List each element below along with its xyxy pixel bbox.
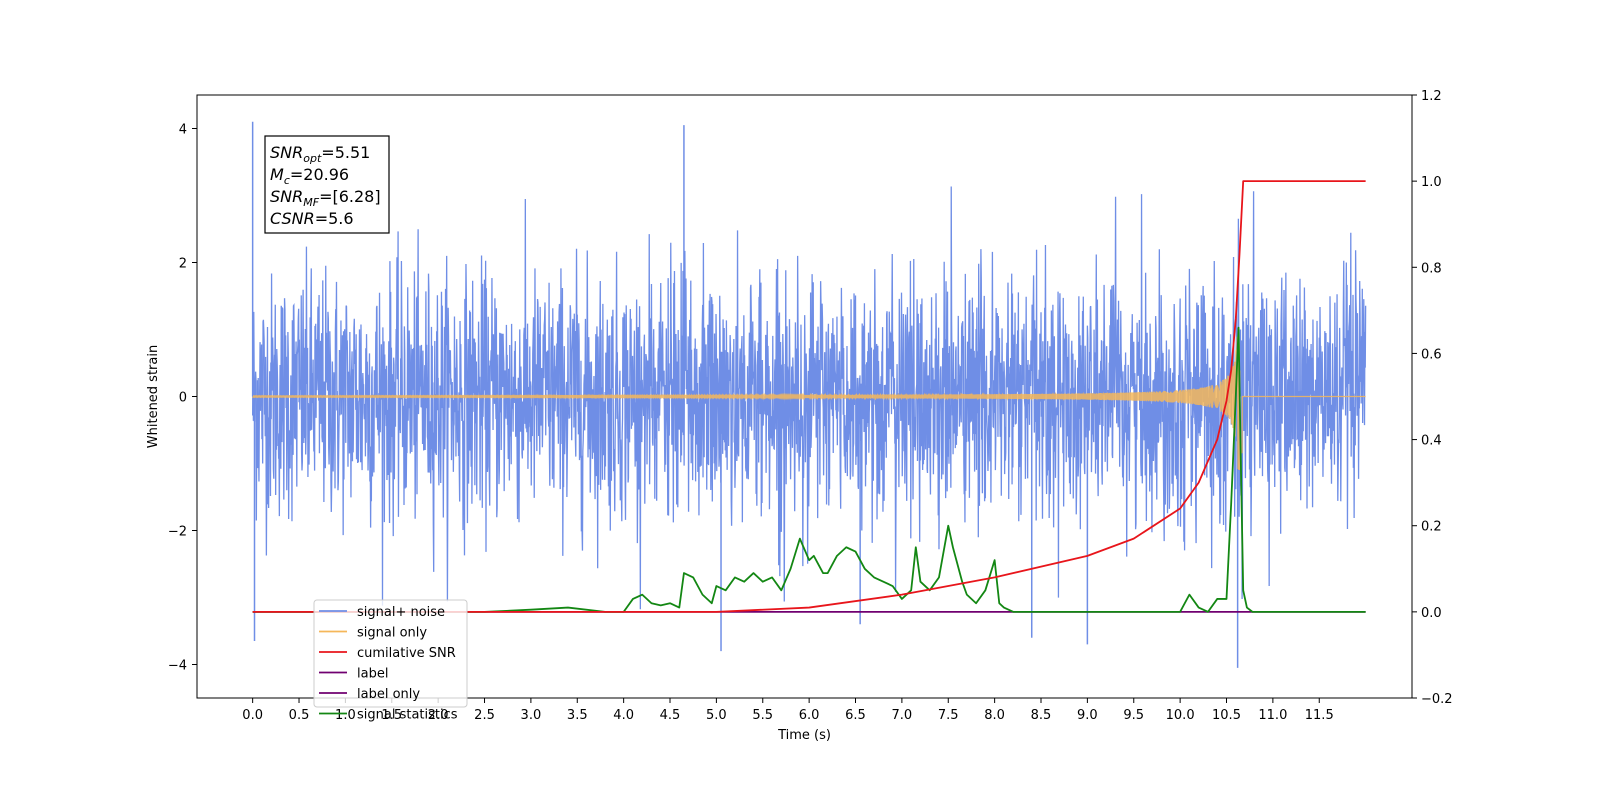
x-tick-label: 2.5 <box>474 708 495 723</box>
legend-entry-label: label only <box>357 687 420 702</box>
y-right-tick-label: 1.0 <box>1421 175 1442 190</box>
y-right-tick-label: −0.2 <box>1421 692 1453 707</box>
series-signal-only-line <box>252 334 1366 471</box>
y-axis-right: −0.2 0.0 0.2 0.4 0.6 0.8 1.0 1.2 <box>1412 89 1453 707</box>
x-tick-label: 6.5 <box>845 708 866 723</box>
legend-entry-label: signal+ noise <box>357 605 445 620</box>
annotation-frame <box>264 135 390 234</box>
series-cumulative-snr-line <box>252 180 1366 613</box>
x-tick-label: 8.0 <box>984 708 1005 723</box>
annotation-line: SNRMF=[6.28] <box>270 187 381 209</box>
y-right-tick-label: 0.0 <box>1421 606 1442 621</box>
x-tick-label: 2.0 <box>428 708 449 723</box>
legend-entry-label: cumilative SNR <box>357 646 456 661</box>
y-axis-left: −4 −2 0 2 4 <box>168 123 197 674</box>
x-tick-label: 5.5 <box>752 708 773 723</box>
x-tick-label: 7.5 <box>938 708 959 723</box>
y-right-tick-label: 0.8 <box>1421 261 1442 276</box>
plot-area <box>251 121 1367 668</box>
x-tick-label: 9.0 <box>1077 708 1098 723</box>
x-axis-label: Time (s) <box>777 728 831 743</box>
x-tick-label: 0.0 <box>242 708 263 723</box>
y-left-tick-label: −2 <box>168 525 187 540</box>
y-left-tick-label: 4 <box>179 123 187 138</box>
y-left-tick-label: 0 <box>179 391 187 406</box>
x-tick-label: 3.5 <box>567 708 588 723</box>
y-left-tick-label: −4 <box>168 659 187 674</box>
annotation-line: CSNR=5.6 <box>270 209 354 228</box>
x-tick-label: 3.0 <box>521 708 542 723</box>
y-left-tick-label: 2 <box>179 257 187 272</box>
x-tick-label: 6.0 <box>799 708 820 723</box>
y-right-tick-label: 1.2 <box>1421 89 1442 104</box>
legend: signal+ noise signal only cumilative SNR la… <box>313 599 468 723</box>
y-right-tick-label: 0.6 <box>1421 347 1442 362</box>
x-tick-label: 8.5 <box>1031 708 1052 723</box>
legend-entry-label: signal statistics <box>357 708 458 723</box>
series-signal-statistics-line <box>252 326 1366 613</box>
x-tick-label: 11.0 <box>1258 708 1287 723</box>
x-tick-label: 1.0 <box>335 708 356 723</box>
series-signal-noise-line <box>252 186 1367 610</box>
x-tick-label: 9.5 <box>1123 708 1144 723</box>
x-tick-label: 5.0 <box>706 708 727 723</box>
x-tick-label: 4.5 <box>660 708 681 723</box>
legend-frame <box>313 599 468 708</box>
x-tick-label: 1.5 <box>381 708 402 723</box>
x-axis: 0.0 0.5 1.0 1.5 2.0 2.5 3.0 3.5 4.0 4.5 5.0 5.5 6.0 6… <box>242 698 1334 723</box>
annotation-line: SNRopt=5.51 <box>270 143 370 165</box>
y-axis-label: Whitened strain <box>146 345 161 448</box>
x-tick-label: 0.5 <box>289 708 310 723</box>
y-right-tick-label: 0.4 <box>1421 434 1442 449</box>
x-tick-label: 10.5 <box>1212 708 1241 723</box>
legend-entry-label: signal only <box>357 626 427 641</box>
x-tick-label: 7.0 <box>892 708 913 723</box>
y-right-tick-label: 0.2 <box>1421 520 1442 535</box>
annotation-line: Mc=20.96 <box>270 165 349 187</box>
x-tick-label: 11.5 <box>1305 708 1334 723</box>
x-tick-label: 10.0 <box>1166 708 1195 723</box>
x-tick-label: 4.0 <box>613 708 634 723</box>
legend-entry-label: label <box>357 667 388 682</box>
